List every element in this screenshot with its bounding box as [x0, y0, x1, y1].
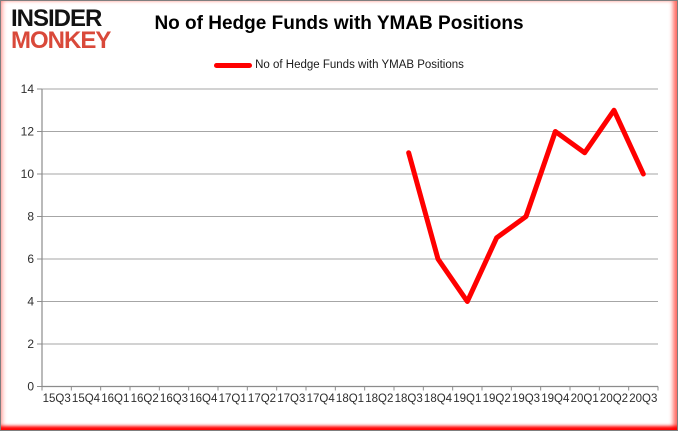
x-tick-label: 19Q3 [512, 393, 540, 405]
x-tick-label: 18Q1 [336, 393, 364, 405]
y-tick-label: 2 [27, 337, 34, 351]
y-tick-label: 0 [27, 380, 34, 394]
logo-text-insider: INSIDER [11, 5, 102, 32]
chart-legend: No of Hedge Funds with YMAB Positions [1, 59, 677, 71]
y-tick-label: 4 [27, 295, 34, 309]
x-tick-label: 17Q1 [219, 393, 247, 405]
x-tick-label: 19Q4 [541, 393, 570, 405]
y-tick-label: 14 [21, 82, 35, 96]
x-tick-label: 19Q1 [453, 393, 481, 405]
y-tick-label: 6 [27, 252, 34, 266]
y-tick-label: 10 [21, 167, 35, 181]
logo-text-monkey: MONKEY [11, 27, 111, 55]
x-tick-label: 19Q2 [483, 393, 511, 405]
y-tick-label: 12 [21, 125, 35, 139]
x-tick-label: 15Q3 [43, 393, 71, 405]
x-tick-label: 20Q1 [571, 393, 599, 405]
x-tick-label: 18Q2 [365, 393, 393, 405]
x-tick-label: 15Q4 [72, 393, 101, 405]
insider-monkey-logo: INSIDER MONKEY [11, 5, 111, 55]
x-tick-label: 17Q2 [248, 393, 276, 405]
x-tick-label: 16Q1 [101, 393, 129, 405]
x-tick-label: 16Q3 [160, 393, 188, 405]
y-tick-label: 8 [27, 210, 34, 224]
legend-line-swatch-icon [214, 62, 253, 68]
chart-title: No of Hedge Funds with YMAB Positions [154, 13, 524, 34]
x-tick-label: 18Q4 [424, 393, 453, 405]
legend-label: No of Hedge Funds with YMAB Positions [255, 59, 464, 71]
x-tick-label: 17Q3 [277, 393, 305, 405]
x-tick-label: 16Q2 [131, 393, 159, 405]
x-tick-label: 17Q4 [307, 393, 336, 405]
x-tick-label: 18Q3 [395, 393, 423, 405]
x-tick-label: 20Q2 [600, 393, 628, 405]
x-tick-label: 16Q4 [189, 393, 218, 405]
x-tick-label: 20Q3 [629, 393, 657, 405]
series-line [406, 107, 646, 304]
